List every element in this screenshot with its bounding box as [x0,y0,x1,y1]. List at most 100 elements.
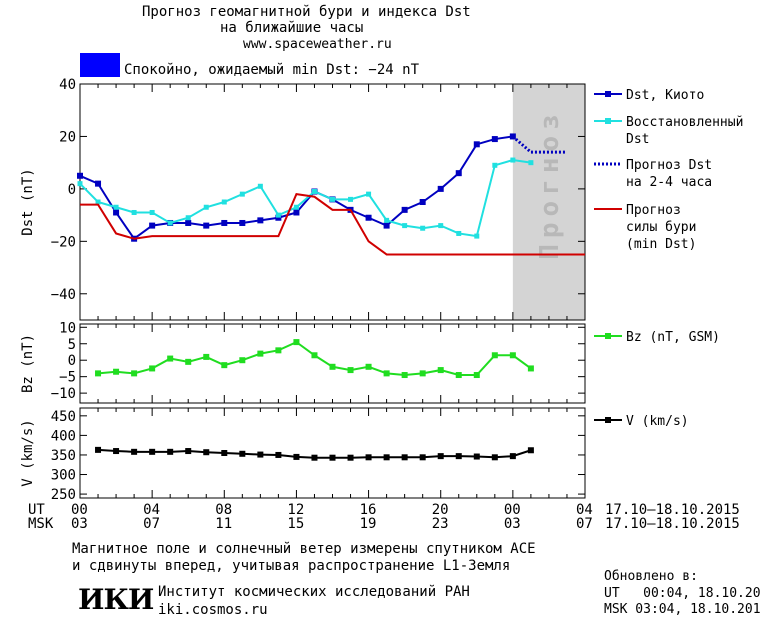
data-point-bz [437,367,444,374]
data-point-bz [257,350,264,357]
y-axis-label: Bz (nT) [20,334,36,393]
data-point-restored [149,209,155,215]
data-point-v [437,453,444,460]
data-point-bz [455,372,462,379]
panel-2: 450 400 350 300 250 V (km/s) [20,407,586,503]
data-point-bz [185,358,192,365]
data-point-v [239,450,246,457]
series-line-dst [79,135,514,241]
msk-tick-label: 15 [287,516,305,532]
data-point-v [221,450,228,456]
msk-tick-label: 07 [143,516,160,532]
msk-tick-label: 19 [359,516,377,532]
y-tick-label: 20 [59,129,76,145]
legend-swatch-forecast [594,162,622,166]
institute-url[interactable]: iki.cosmos.ru [158,602,268,618]
data-point-restored [113,204,119,210]
series-line-restored [79,159,532,238]
data-point-v [527,447,534,454]
ut-tick-label: 04 [576,502,593,518]
data-point-dst [455,170,462,177]
data-point-dst [437,185,444,192]
legend-swatch-dst [594,91,622,97]
data-point-bz [113,368,120,375]
data-point-bz [527,365,534,372]
data-point-bz [95,370,102,377]
y-tick-label: 300 [51,468,76,484]
y-tick-label: 250 [51,487,76,503]
data-point-restored [131,209,137,215]
data-point-v [203,449,210,456]
updated-ut: UT 00:04, 18.10.2015 [604,586,760,601]
ut-tick-label: 00 [503,502,521,518]
data-point-v [491,454,498,461]
y-tick-label: 400 [51,428,76,444]
data-point-v [311,454,318,461]
data-point-v [149,448,156,455]
y-tick-label: −5 [59,370,76,386]
data-point-restored [438,223,444,229]
msk-tick-label: 23 [431,516,449,532]
data-point-dst [257,217,264,224]
legend-swatch-storm [594,208,622,210]
data-point-dst [185,219,192,226]
legend-swatch-bz [594,333,622,339]
data-point-v [257,451,264,458]
data-point-restored [203,204,209,210]
plot-frame [79,323,586,404]
data-point-v [419,454,426,461]
data-point-v [167,448,174,455]
legend-storm-2: силы бури [626,220,697,235]
data-point-dst [275,214,282,221]
institute-name: Институт космических исследований РАН [158,584,470,600]
y-tick-label: −40 [51,287,76,303]
legend-forecast-1: Прогноз Dst [626,158,713,173]
ut-tick-label: 12 [287,502,305,518]
series-line-bz [97,340,532,377]
data-point-restored [275,212,281,218]
ut-tick-label: 16 [359,502,377,518]
data-point-bz [293,339,300,346]
source-url: www.spaceweather.ru [243,37,392,52]
legend-dst-kyoto: Dst, Киото [626,88,705,103]
data-point-dst [365,214,372,221]
data-point-restored [528,160,534,166]
msk-label: MSK [28,516,54,532]
data-point-restored [402,223,408,229]
legend-forecast-2: на 2-4 часа [626,175,713,190]
data-point-bz [401,372,408,379]
y-tick-label: 10 [59,320,76,336]
data-point-restored [311,189,317,195]
msk-tick-label: 11 [215,516,233,532]
legend-storm-1: Прогноз [626,203,681,218]
data-point-dst [203,222,210,229]
y-tick-label: 40 [59,77,76,93]
data-point-bz [491,352,498,359]
legend-bz: Bz (nT, GSM) [626,330,720,345]
ut-tick-label: 00 [71,502,88,518]
msk-tick-label: 03 [503,516,521,532]
panel-0: Прогноз 40 20 0 −20 −40 Dst (nT) [20,77,586,321]
data-point-bz [221,362,228,369]
data-point-bz [311,352,318,359]
data-point-v [113,448,120,455]
data-point-bz [419,370,426,377]
data-point-restored [95,199,101,205]
forecast-band [512,84,585,320]
data-point-restored [366,191,372,197]
data-point-restored [167,220,173,226]
data-point-dst [383,222,390,229]
data-point-v [473,453,480,460]
y-axis-label: Dst (nT) [20,168,36,235]
msk-date-range: 17.10–18.10.2015 [605,516,740,532]
data-point-v [275,451,282,458]
updated-label: Обновлено в: [604,569,698,584]
ut-tick-label: 04 [143,502,160,518]
data-point-dst [491,136,498,143]
data-point-v [131,448,138,455]
series-line-storm [80,193,585,256]
y-tick-label: 450 [51,409,76,425]
updated-msk: MSK 03:04, 18.10.2015 [604,602,760,617]
data-point-dst [239,219,246,226]
chart-subtitle: на ближайшие часы [220,20,364,36]
